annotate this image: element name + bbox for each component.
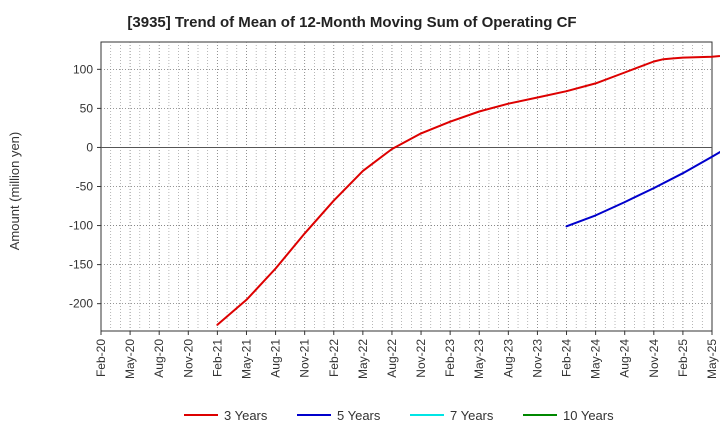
y-tick-label: -150 [69,258,93,272]
chart-title: [3935] Trend of Mean of 12-Month Moving … [127,14,576,31]
x-tick-label: Feb-20 [94,339,108,377]
x-tick-label: Nov-22 [414,339,428,378]
series-line-1 [216,54,720,326]
legend-label-1: 3 Years [224,408,268,423]
y-tick-label: 0 [86,140,93,154]
x-tick-label: Aug-22 [385,339,399,378]
x-tick-label: Nov-21 [298,339,312,378]
legend-label-4: 10 Years [563,408,614,423]
y-axis-label: Amount (million yen) [7,132,22,251]
legend: 3 Years 5 Years 7 Years 10 Years [184,408,614,423]
x-tick-label: May-21 [239,339,253,379]
y-tick-label: -100 [69,219,93,233]
plot-frame [100,41,713,332]
x-tick-label: May-23 [472,339,486,379]
x-tick-label: Feb-25 [676,339,690,377]
y-tick-label: -200 [69,297,93,311]
legend-label-2: 5 Years [337,408,381,423]
x-tick-label: Feb-22 [327,339,341,377]
x-tick-label: Nov-23 [530,339,544,378]
x-tick-label: Aug-23 [501,339,515,378]
x-tick-label: Nov-20 [181,339,195,378]
y-tick-label: -50 [76,180,94,194]
x-tick-label: May-24 [589,339,603,379]
x-tick-label: May-22 [356,339,370,379]
x-tick-label: Aug-20 [152,339,166,378]
x-tick-label: May-25 [705,339,719,379]
plot-area: Feb-20 May-20 Aug-20 Nov-20 Feb-21 May-21 Aug-… [69,41,720,379]
x-tick-label: Aug-21 [269,339,283,378]
x-tick-label: Feb-23 [443,339,457,377]
x-tick-label: Feb-21 [210,339,224,377]
x-tick-label: May-20 [123,339,137,379]
x-tick-label: Feb-24 [560,339,574,377]
y-tick-label: 50 [80,101,94,115]
x-tick-label: Aug-24 [618,339,632,378]
legend-label-3: 7 Years [450,408,494,423]
x-tick-label: Nov-24 [647,339,661,378]
series-line-2 [565,150,720,228]
y-tick-label: 100 [73,62,93,76]
